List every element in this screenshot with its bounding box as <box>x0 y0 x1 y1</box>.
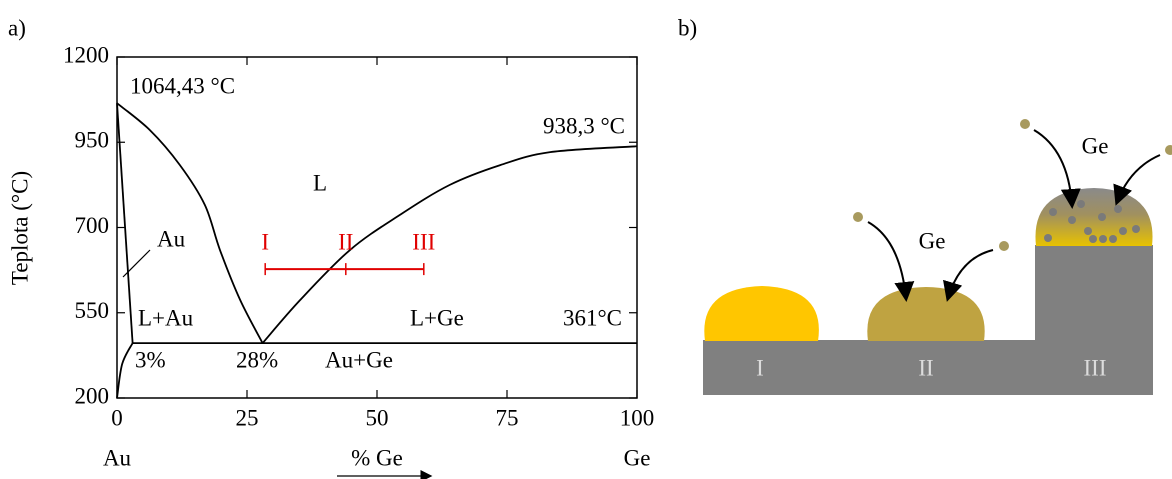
panel-label: b) <box>678 15 697 40</box>
annotation: L+Au <box>138 305 194 330</box>
droplet <box>704 286 819 341</box>
x-tick-label: 25 <box>236 405 259 430</box>
x-axis-label: % Ge <box>351 445 403 470</box>
x-tick-label: 100 <box>620 405 655 430</box>
figure: a) b) Teplota (°C) % Ge Au Ge I II III G… <box>0 0 1172 479</box>
y-tick-label: 950 <box>75 128 110 153</box>
y-tick-label: 700 <box>75 213 110 238</box>
annotation: 28% <box>236 347 278 372</box>
y-axis-label: Teplota (°C) <box>7 171 32 285</box>
y-tick-label: 1200 <box>63 42 109 67</box>
stage-label: III <box>1084 355 1107 380</box>
annotation: 3% <box>135 347 166 372</box>
annotation: Au <box>157 226 186 251</box>
annotation: 1064,43 °C <box>130 73 235 98</box>
y-tick-label: 200 <box>75 383 110 408</box>
marker-label: I <box>261 229 269 254</box>
stage-label: I <box>756 355 764 380</box>
droplet <box>867 287 984 341</box>
x-end-label: Au <box>103 445 132 470</box>
y-tick-label: 550 <box>75 298 110 323</box>
species-label: Ge <box>919 228 946 253</box>
annotation: 361°C <box>563 305 622 330</box>
x-tick-label: 0 <box>111 405 123 430</box>
annotation: 938,3 °C <box>543 113 625 138</box>
x-tick-label: 50 <box>366 405 389 430</box>
x-end-label: Ge <box>624 445 651 470</box>
species-label: Ge <box>1082 133 1109 158</box>
x-tick-label: 75 <box>496 405 519 430</box>
annotation: Au+Ge <box>325 347 393 372</box>
phase-boundary <box>117 103 133 343</box>
phase-boundary <box>117 343 133 398</box>
annotation: L <box>313 170 327 195</box>
panel-label: a) <box>8 15 26 40</box>
marker-label: II <box>338 229 353 254</box>
schematic: I II III Ge Ge <box>703 119 1172 395</box>
stage-label: II <box>918 355 933 380</box>
marker-label: III <box>412 229 435 254</box>
annotation: L+Ge <box>410 305 464 330</box>
